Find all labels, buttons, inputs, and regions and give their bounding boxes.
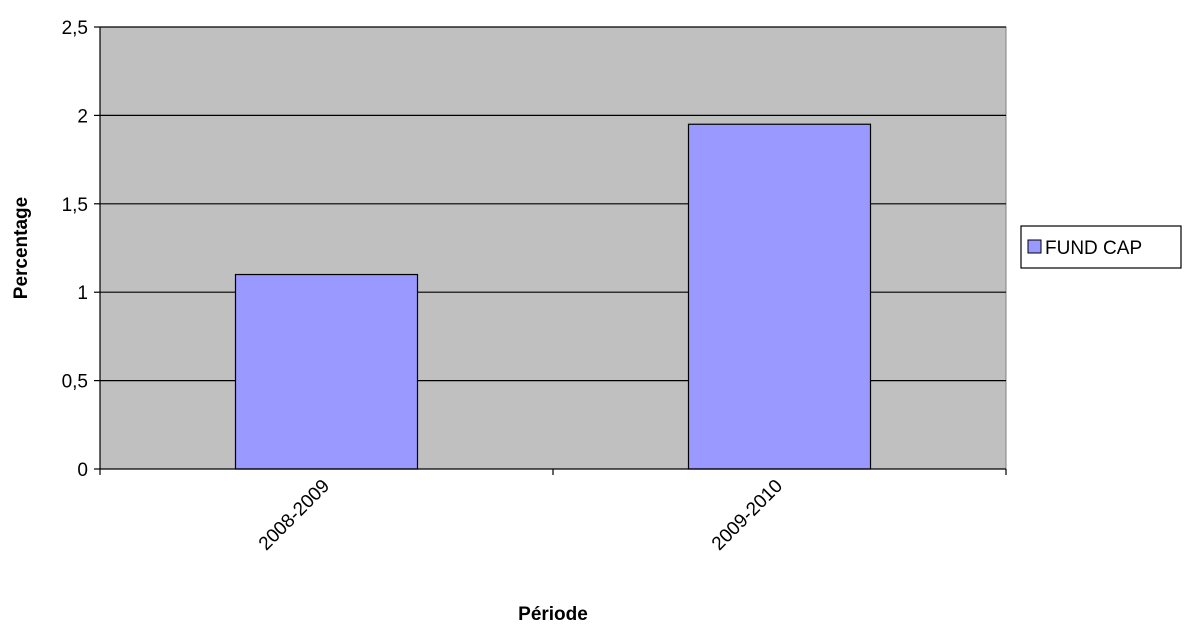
y-tick-label: 1,5 bbox=[62, 195, 88, 216]
y-tick-label: 0,5 bbox=[62, 372, 88, 393]
x-tick-label-group: 2009-2010 bbox=[708, 476, 787, 555]
x-tick-label: 2009-2010 bbox=[708, 476, 787, 555]
y-tick-label: 2 bbox=[77, 106, 88, 127]
bar-2008-2009 bbox=[234, 273, 419, 470]
x-tick-label-group: 2008-2009 bbox=[255, 476, 334, 555]
y-tick-label: 0 bbox=[77, 460, 88, 481]
x-axis-ticks: 2008-2009 2009-2010 bbox=[99, 469, 1007, 555]
x-axis-title: Période bbox=[518, 604, 588, 625]
legend: FUND CAP bbox=[1020, 225, 1182, 269]
x-tick-label: 2008-2009 bbox=[255, 476, 334, 555]
y-axis-ticks: 0 0,5 1 1,5 2 2,5 bbox=[62, 18, 100, 481]
bar-2009-2010 bbox=[687, 123, 872, 470]
legend-swatch bbox=[1027, 239, 1042, 254]
y-tick-label: 2,5 bbox=[62, 18, 88, 39]
legend-label: FUND CAP bbox=[1045, 238, 1142, 259]
y-axis-title: Percentage bbox=[11, 197, 32, 299]
bars bbox=[234, 123, 872, 470]
y-tick-label: 1 bbox=[77, 283, 88, 304]
legend-box bbox=[1020, 225, 1182, 269]
